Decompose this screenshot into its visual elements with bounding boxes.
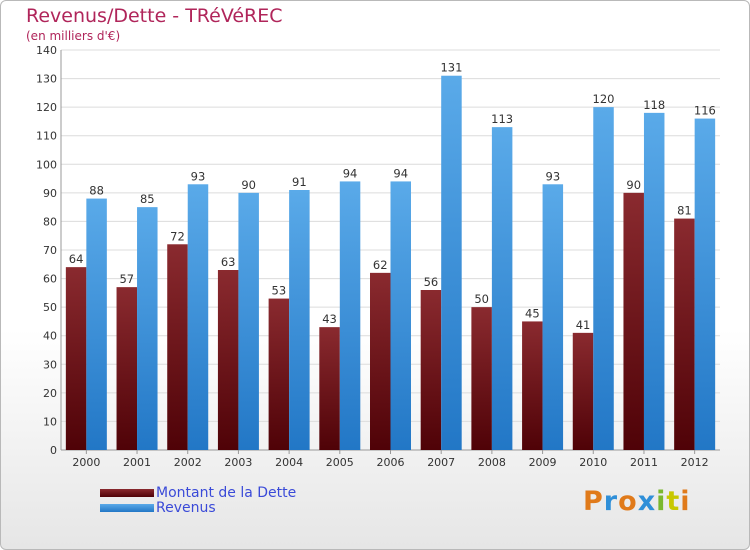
x-tick-label: 2001 xyxy=(123,456,151,469)
bar-debt-2012 xyxy=(674,218,695,450)
data-label-debt-2002: 72 xyxy=(170,229,185,243)
x-tick-label: 2002 xyxy=(174,456,202,469)
data-label-debt-2001: 57 xyxy=(119,272,134,286)
bar-revenue-2012 xyxy=(694,118,716,451)
x-tick-label: 2004 xyxy=(275,456,303,469)
x-tick-label: 2005 xyxy=(326,456,354,469)
data-label-revenue-2004: 91 xyxy=(292,175,307,189)
y-tick-label: 20 xyxy=(43,387,57,400)
y-tick-label: 100 xyxy=(36,158,57,171)
legend-label-debt: Montant de la Dette xyxy=(156,485,297,501)
bar-revenue-2003 xyxy=(238,192,259,450)
bar-revenue-2004 xyxy=(289,190,310,450)
y-tick-label: 130 xyxy=(36,73,57,86)
bar-revenue-2000 xyxy=(86,198,107,450)
bar-revenue-2010 xyxy=(593,107,614,451)
data-label-revenue-2000: 88 xyxy=(89,184,104,198)
y-tick-label: 90 xyxy=(43,187,57,200)
y-tick-label: 120 xyxy=(36,101,57,114)
logo-letter: o xyxy=(618,486,638,517)
x-tick-label: 2011 xyxy=(630,456,658,469)
x-tick-label: 2000 xyxy=(72,456,100,469)
bar-revenue-2008 xyxy=(491,127,513,451)
data-label-revenue-2005: 94 xyxy=(343,166,358,180)
bar-debt-2000 xyxy=(65,267,87,450)
bar-debt-2010 xyxy=(572,332,594,450)
bar-debt-2011 xyxy=(623,192,644,450)
data-label-debt-2010: 41 xyxy=(576,318,591,332)
legend-label-revenue: Revenus xyxy=(156,500,216,516)
data-label-debt-2008: 50 xyxy=(474,292,489,306)
data-label-revenue-2002: 93 xyxy=(191,169,206,183)
logo-letter: t xyxy=(666,486,681,517)
bar-revenue-2011 xyxy=(643,112,665,450)
y-tick-label: 60 xyxy=(43,273,57,286)
bar-debt-2004 xyxy=(268,298,290,450)
bar-revenue-2001 xyxy=(137,207,158,450)
y-tick-label: 110 xyxy=(36,130,57,143)
x-tick-label: 2012 xyxy=(681,456,709,469)
data-labels: 64 88 57 85 72 93 63 90 53 91 43 94 62 94 56 131 50 113 45… xyxy=(69,61,716,332)
bar-debt-2007 xyxy=(420,290,442,450)
x-axis-ticks: 2000 2001 2002 2003 2004 2005 2006 2007 2008 2009… xyxy=(72,450,709,469)
y-tick-label: 80 xyxy=(43,215,57,228)
bar-debt-2008 xyxy=(471,307,492,450)
y-tick-label: 0 xyxy=(50,444,57,457)
bar-revenue-2002 xyxy=(187,184,209,451)
y-axis-ticks: 0 10 20 30 40 50 60 70 80 90 100 110 120 130 140 xyxy=(36,44,57,457)
x-tick-label: 2008 xyxy=(478,456,506,469)
x-tick-label: 2003 xyxy=(224,456,252,469)
y-tick-label: 70 xyxy=(43,244,57,257)
data-label-debt-2007: 56 xyxy=(424,275,439,289)
chart-title: Revenus/Dette - TRéVéREC xyxy=(26,5,283,27)
y-tick-label: 10 xyxy=(43,415,57,428)
y-tick-label: 140 xyxy=(36,44,57,57)
x-tick-label: 2010 xyxy=(579,456,607,469)
data-label-debt-2003: 63 xyxy=(221,255,236,269)
data-label-debt-2012: 81 xyxy=(677,204,692,218)
chart-subtitle: (en milliers d'€) xyxy=(26,29,121,43)
y-tick-label: 30 xyxy=(43,358,57,371)
x-tick-label: 2007 xyxy=(427,456,455,469)
y-tick-label: 40 xyxy=(43,330,57,343)
bar-revenue-2005 xyxy=(339,181,361,450)
data-label-debt-2005: 43 xyxy=(322,312,337,326)
data-label-debt-2004: 53 xyxy=(272,284,287,298)
data-label-debt-2009: 45 xyxy=(525,306,540,320)
data-label-revenue-2003: 90 xyxy=(241,178,256,192)
logo-letter: P xyxy=(583,486,604,517)
x-tick-label: 2006 xyxy=(377,456,405,469)
legend-swatch-debt xyxy=(100,489,154,497)
legend-swatch-revenue xyxy=(100,504,154,512)
bar-debt-2003 xyxy=(217,270,239,450)
bar-debt-2002 xyxy=(167,244,188,450)
bar-debt-2005 xyxy=(319,327,340,450)
bar-revenue-2009 xyxy=(542,184,564,451)
data-label-debt-2000: 64 xyxy=(69,252,84,266)
logo-letter: i xyxy=(656,486,667,517)
y-tick-label: 50 xyxy=(43,301,57,314)
data-label-debt-2006: 62 xyxy=(373,258,388,272)
data-label-revenue-2006: 94 xyxy=(393,166,408,180)
data-label-revenue-2007: 131 xyxy=(440,61,462,75)
data-label-debt-2011: 90 xyxy=(626,178,641,192)
bar-revenue-2006 xyxy=(390,181,411,450)
logo-letter: i xyxy=(680,486,691,517)
data-label-revenue-2008: 113 xyxy=(491,112,513,126)
bars xyxy=(65,75,716,451)
data-label-revenue-2001: 85 xyxy=(140,192,155,206)
data-label-revenue-2010: 120 xyxy=(593,92,615,106)
data-label-revenue-2009: 93 xyxy=(546,169,561,183)
x-tick-label: 2009 xyxy=(529,456,557,469)
data-label-revenue-2012: 116 xyxy=(694,104,716,118)
bar-debt-2001 xyxy=(116,287,138,450)
bar-debt-2006 xyxy=(370,272,391,450)
logo-letter: r xyxy=(603,486,619,517)
bar-debt-2009 xyxy=(522,321,543,450)
logo-letter: x xyxy=(637,486,657,517)
proxiti-logo: Proxiti xyxy=(583,486,691,517)
data-label-revenue-2011: 118 xyxy=(643,98,665,112)
bar-revenue-2007 xyxy=(441,75,462,450)
